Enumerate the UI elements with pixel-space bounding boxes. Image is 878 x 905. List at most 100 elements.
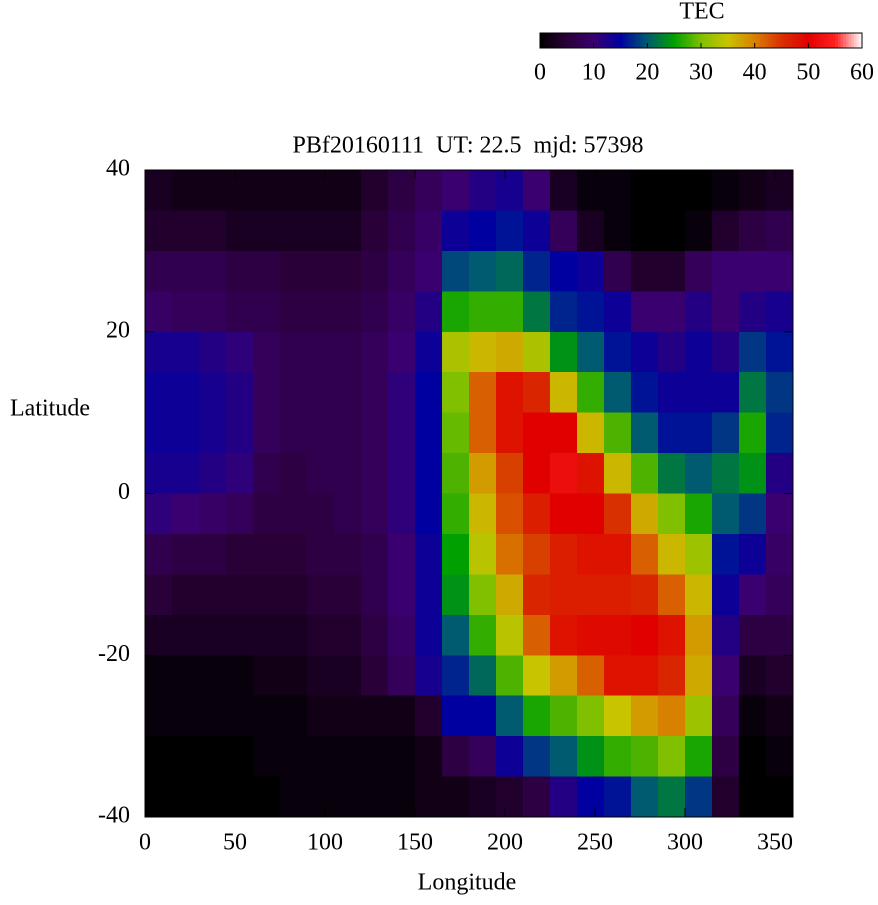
colorbar-swatch [644, 33, 648, 48]
heat-cell [469, 574, 497, 616]
heat-cell [577, 372, 605, 414]
heat-cell [766, 170, 794, 212]
heat-cell [469, 776, 497, 818]
colorbar-swatch [674, 33, 678, 48]
heat-cell [361, 453, 389, 495]
colorbar-swatch [596, 33, 600, 48]
heat-cell [658, 655, 686, 697]
colorbar-swatch [711, 33, 715, 48]
heat-cell [604, 614, 632, 656]
heat-cell [226, 412, 254, 454]
colorbar-swatch [770, 33, 774, 48]
heat-cell [226, 736, 254, 778]
heat-cell [685, 170, 713, 212]
heat-cell [145, 291, 173, 333]
heat-cell [739, 291, 767, 333]
colorbar-swatch [848, 33, 852, 48]
heat-cell [712, 736, 740, 778]
heat-cell [631, 776, 659, 818]
heat-cell [361, 533, 389, 575]
heat-cell [307, 331, 335, 373]
heat-cell [226, 776, 254, 818]
colorbar-tick-label: 50 [796, 60, 820, 86]
heat-cell [523, 412, 551, 454]
colorbar-swatch [703, 33, 707, 48]
heat-cell [685, 291, 713, 333]
heat-cell [685, 250, 713, 292]
heat-cell [577, 331, 605, 373]
heat-cell [226, 574, 254, 616]
heat-cell [550, 736, 578, 778]
heat-cell [739, 574, 767, 616]
heat-cell [658, 493, 686, 535]
heat-cell [739, 412, 767, 454]
colorbar-tick-label: 10 [582, 60, 606, 86]
heat-cell [199, 291, 227, 333]
colorbar-swatch [556, 33, 560, 48]
colorbar-swatch [666, 33, 670, 48]
colorbar-swatch [609, 33, 613, 48]
x-tick-label: 100 [307, 830, 343, 856]
heat-cell [280, 331, 308, 373]
heat-cell [550, 655, 578, 697]
heat-cell [199, 331, 227, 373]
heat-cell [361, 412, 389, 454]
heat-cell [658, 533, 686, 575]
heat-cell [442, 453, 470, 495]
heat-cell [172, 291, 200, 333]
heat-cell [415, 331, 443, 373]
heat-cell [577, 614, 605, 656]
colorbar-swatch [601, 33, 605, 48]
heat-cell [334, 210, 362, 252]
heat-cell [442, 736, 470, 778]
colorbar-swatch [792, 33, 796, 48]
colorbar-swatch [746, 33, 750, 48]
y-tick-label: -40 [98, 803, 130, 829]
heat-cell [415, 250, 443, 292]
colorbar-swatch [794, 33, 799, 48]
heat-cell [685, 614, 713, 656]
heat-cell [172, 170, 200, 212]
heat-cell [496, 493, 524, 535]
colorbar-swatch [802, 33, 807, 48]
colorbar-swatch [658, 33, 662, 48]
colorbar-tick-label: 20 [635, 60, 659, 86]
heat-cell [388, 574, 416, 616]
heat-cell [712, 250, 740, 292]
heat-cell [253, 614, 281, 656]
heat-cell [226, 655, 254, 697]
colorbar-swatch [588, 33, 592, 48]
heat-cell [415, 736, 443, 778]
heat-cell [766, 533, 794, 575]
heat-cell [307, 655, 335, 697]
colorbar-swatch [604, 33, 608, 48]
colorbar-swatch [730, 33, 734, 48]
colorbar-swatch [671, 33, 675, 48]
heat-cell [550, 533, 578, 575]
colorbar-swatch [628, 33, 632, 48]
heat-cell [523, 695, 551, 737]
heat-cell [172, 493, 200, 535]
heat-cell [307, 170, 335, 212]
heat-cell [658, 250, 686, 292]
heat-cell [523, 655, 551, 697]
heat-cell [442, 412, 470, 454]
heat-cell [469, 372, 497, 414]
heat-cell [496, 412, 524, 454]
heat-cell [334, 412, 362, 454]
colorbar-tick-label: 60 [850, 60, 874, 86]
colorbar-swatch [692, 33, 697, 48]
heat-cell [496, 655, 524, 697]
colorbar-label: TEC [679, 0, 724, 25]
heat-cell [145, 210, 173, 252]
heat-cell [226, 250, 254, 292]
heat-cell [739, 170, 767, 212]
heat-cell [442, 170, 470, 212]
heat-cell [550, 331, 578, 373]
heat-cell [307, 533, 335, 575]
heat-cell [766, 574, 794, 616]
colorbar-swatch [778, 33, 782, 48]
colorbar-swatch [599, 33, 603, 48]
heat-cell [766, 331, 794, 373]
heat-cell [658, 776, 686, 818]
